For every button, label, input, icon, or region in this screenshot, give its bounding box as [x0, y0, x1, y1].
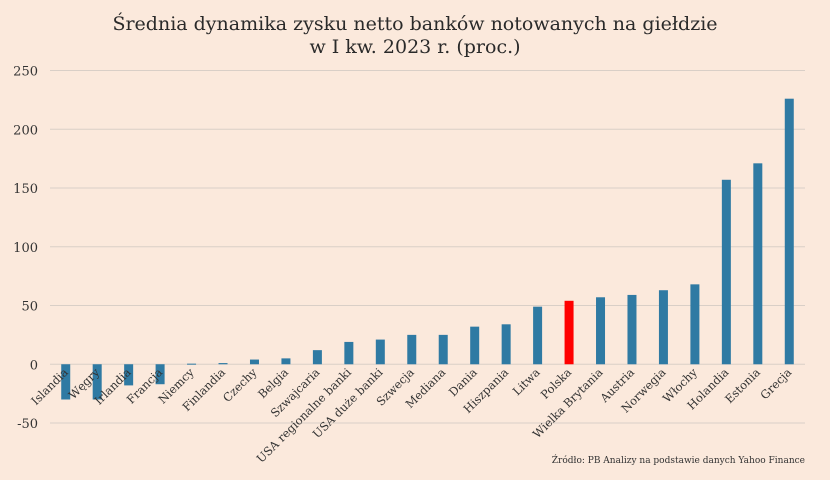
grid-layer: -50 0 50 100 150 200 250	[13, 65, 805, 432]
bar-polska	[564, 300, 574, 365]
source-note: Źródło: PB Analizy na podstawie danych Y…	[552, 454, 805, 466]
bar-hiszpania	[501, 324, 511, 365]
bar-francja	[155, 364, 165, 385]
y-tick-label: 250	[13, 65, 38, 80]
bar-finlandia	[218, 363, 228, 365]
label-layer: IslandiaWęgryIrlandiaFrancjaNiemcyFinlan…	[28, 365, 794, 466]
y-tick-label: 150	[13, 182, 38, 197]
y-tick-label: 200	[13, 123, 38, 138]
chart-title-line-1: Średnia dynamika zysku netto banków noto…	[112, 12, 717, 35]
bar-belgia	[281, 358, 291, 365]
y-tick-label: 0	[30, 358, 38, 373]
bar-wielka-brytania	[596, 297, 606, 365]
x-tick-label: Estonia	[722, 365, 763, 406]
bar-layer	[61, 98, 794, 400]
bar-niemcy	[187, 363, 197, 365]
bar-włochy	[690, 284, 700, 365]
bar-holandia	[721, 179, 731, 365]
bar-estonia	[753, 163, 763, 365]
bar-węgry	[92, 364, 102, 400]
bar-irlandia	[124, 364, 134, 386]
bar-grecja	[784, 98, 794, 365]
bar-dania	[470, 326, 480, 365]
bar-islandia	[61, 364, 71, 400]
bar-czechy	[249, 359, 259, 365]
bar-szwajcaria	[312, 350, 322, 365]
y-tick-label: -50	[17, 417, 38, 432]
bar-usa-duże-banki	[375, 339, 385, 365]
bar-litwa	[533, 306, 543, 365]
chart-title-line-2: w I kw. 2023 r. (proc.)	[309, 36, 520, 58]
bar-mediana	[438, 334, 448, 365]
x-tick-label: Czechy	[220, 365, 260, 405]
y-tick-label: 100	[13, 241, 38, 256]
y-tick-label: 50	[21, 300, 38, 315]
bar-norwegia	[658, 290, 668, 365]
bar-austria	[627, 294, 637, 365]
x-tick-label: Grecja	[757, 365, 794, 402]
bar-szwecja	[407, 334, 417, 365]
bar-usa-regionalne-banki	[344, 341, 354, 365]
